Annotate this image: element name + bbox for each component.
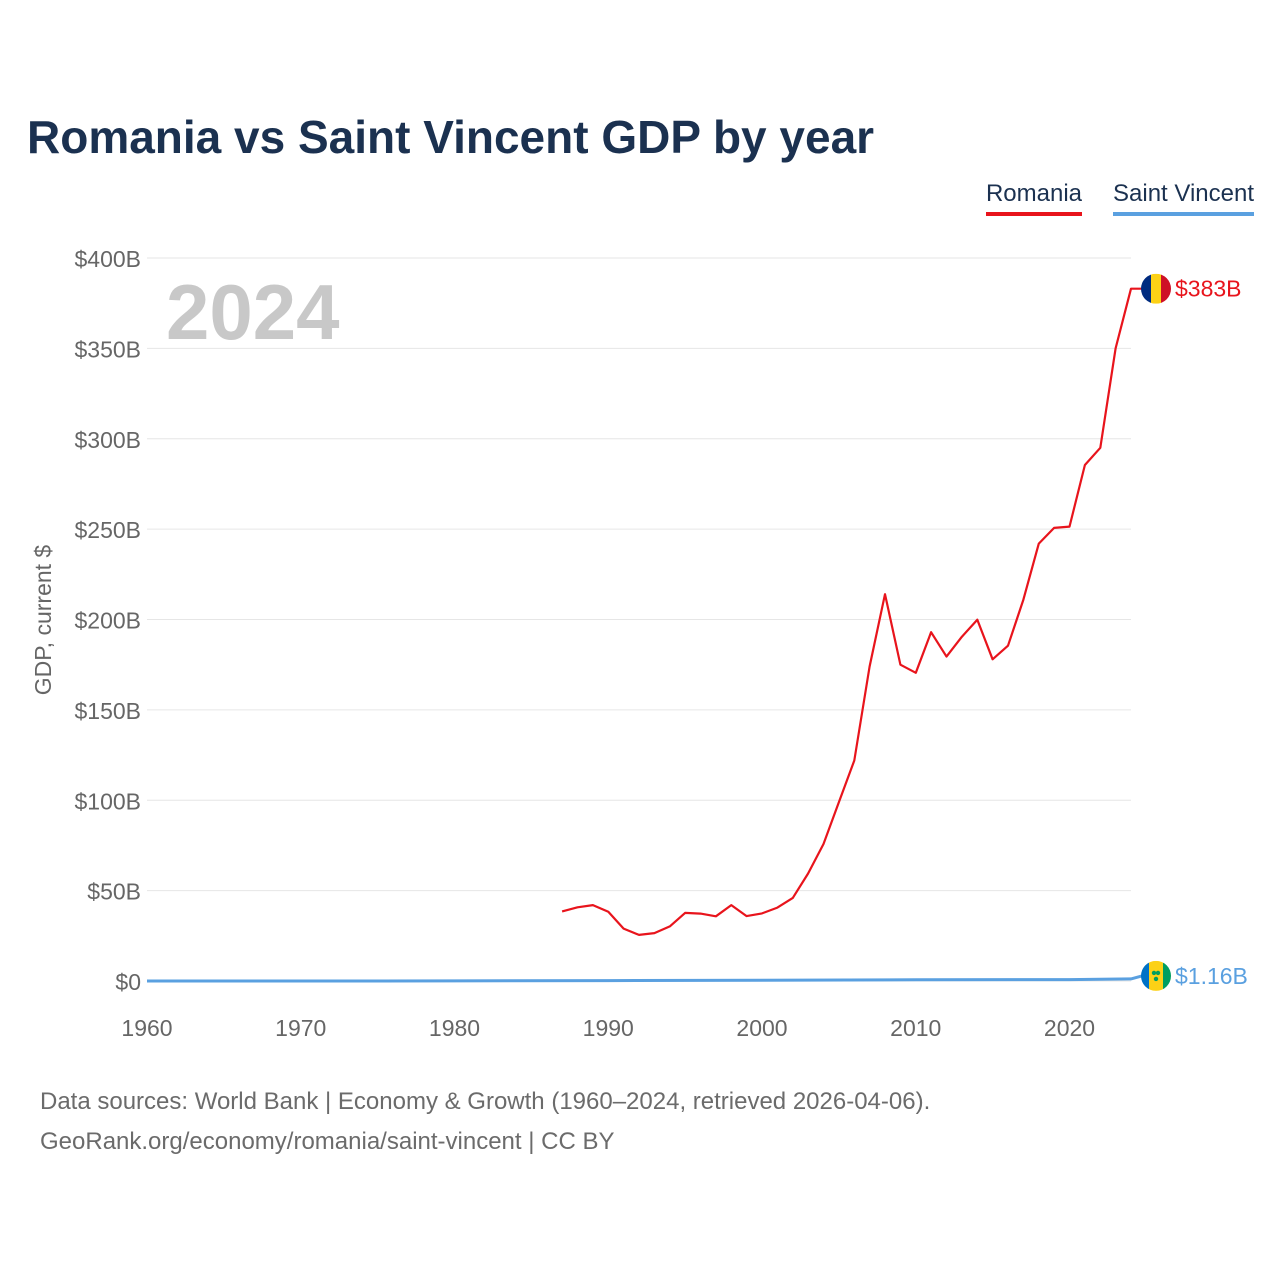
x-axis-ticks: 1960 1970 1980 1990 2000 2010 2020 xyxy=(121,1015,1095,1041)
y-tick-label: $150B xyxy=(74,698,141,724)
legend-romania[interactable]: Romania xyxy=(985,180,1082,216)
series-line-romania[interactable] xyxy=(561,287,1142,937)
y-tick-label: $300B xyxy=(74,427,141,453)
x-tick-label: 1970 xyxy=(275,1015,326,1041)
x-tick-label: 2010 xyxy=(890,1015,941,1041)
y-tick-label: $400B xyxy=(74,246,141,272)
y-axis-ticks: $0 $50B $100B $150B $200B $250B $300B $350B $400… xyxy=(74,246,141,995)
saint-vincent-flag-icon xyxy=(1141,960,1171,991)
series-line-saint-vincent[interactable] xyxy=(147,974,1143,983)
y-tick-label: $250B xyxy=(74,517,141,543)
series-lines xyxy=(147,287,1143,983)
y-tick-label: $200B xyxy=(74,608,141,634)
x-tick-label: 1990 xyxy=(583,1015,634,1041)
x-tick-label: 2020 xyxy=(1044,1015,1095,1041)
y-tick-label: $350B xyxy=(74,336,141,362)
x-tick-label: 1980 xyxy=(429,1015,480,1041)
footer: Data sources: World Bank | Economy & Gro… xyxy=(40,1082,930,1162)
x-tick-label: 1960 xyxy=(121,1015,172,1041)
series-end-label: $1.16B xyxy=(1175,963,1248,989)
y-tick-label: $50B xyxy=(87,879,141,905)
series-end-markers: $383B $1.16B xyxy=(1141,273,1248,991)
footer-sources: Data sources: World Bank | Economy & Gro… xyxy=(40,1088,931,1115)
legend-saint-vincent[interactable]: Saint Vincent xyxy=(1113,180,1254,216)
x-tick-label: 2000 xyxy=(736,1015,787,1041)
footer-link[interactable]: GeoRank.org/economy/romania/saint-vincen… xyxy=(40,1128,615,1155)
y-axis-label: GDP, current $ xyxy=(30,545,56,696)
series-end-label: $383B xyxy=(1175,276,1242,302)
grid-lines xyxy=(147,257,1131,982)
romania-flag-icon xyxy=(1141,273,1171,304)
y-tick-label: $0 xyxy=(115,969,141,995)
y-tick-label: $100B xyxy=(74,788,141,814)
year-watermark: 2024 xyxy=(166,268,340,356)
chart-title: Romania vs Saint Vincent GDP by year xyxy=(27,111,875,163)
